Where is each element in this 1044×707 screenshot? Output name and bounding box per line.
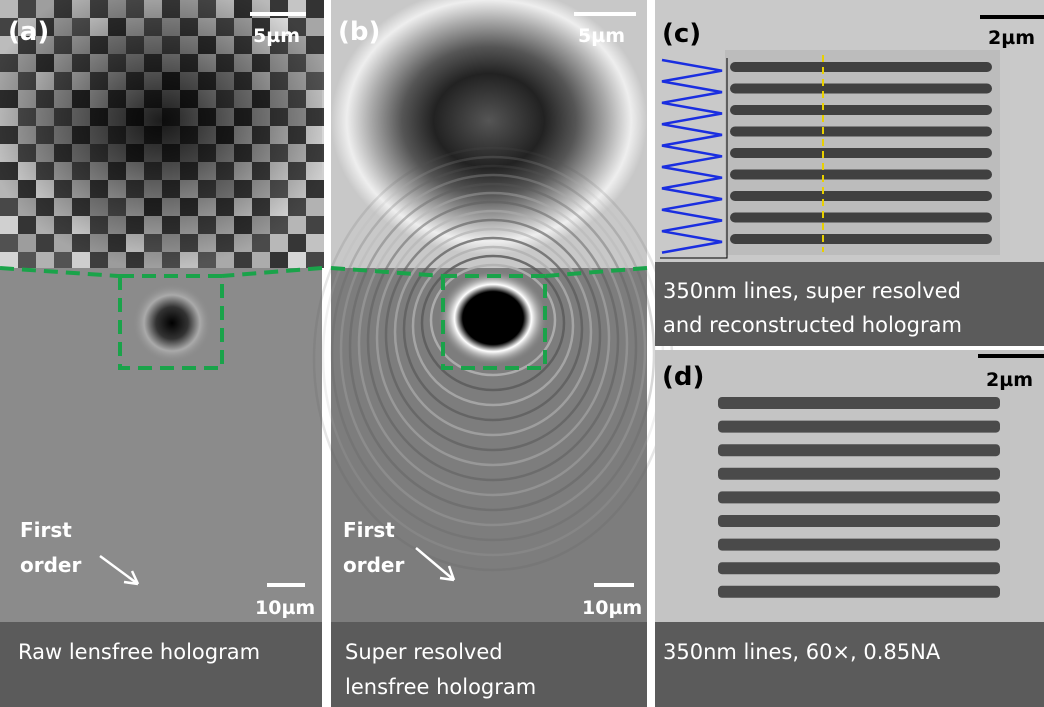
stripe [718,467,1000,480]
panel-label: (c) [662,19,701,49]
stripe [718,397,1000,409]
caption-box [331,622,647,707]
fringe [402,236,584,422]
fringe [411,245,575,407]
fringe [393,227,593,437]
stripe [730,234,992,244]
annotation: order [343,553,404,577]
fringe [330,164,656,542]
fringe [339,173,647,527]
stripe [730,62,992,72]
scale-label: 10µm [255,597,315,619]
fringe [429,263,557,377]
stripe [718,585,1000,598]
fringe [366,200,620,482]
stripe [730,148,992,158]
profile-curve [661,58,723,254]
scale-label: 2µm [988,27,1035,49]
scale-label: 10µm [582,597,642,619]
spot [438,270,548,366]
fringe [357,191,629,497]
caption: lensfree hologram [345,675,536,699]
panel-label: (d) [662,362,704,392]
fringe [348,182,638,512]
caption: 350nm lines, super resolved [663,279,961,303]
fringe [384,218,602,452]
profile-axes [660,58,728,259]
annotation: First [20,518,72,542]
stripe [718,515,1000,527]
shade [0,0,322,268]
fringe [375,209,611,467]
caption: Raw lensfree hologram [18,640,260,664]
stripe [718,420,1000,433]
annotation: order [20,553,81,577]
fringe [420,254,566,392]
caption-box [655,622,1044,707]
stripe [730,191,992,201]
stripe [730,83,992,94]
microscope-image [655,350,1044,622]
arrow [99,547,456,586]
zoom-image [331,0,647,268]
stripes [718,397,1000,598]
scale-label: 5µm [253,25,300,47]
panel-label: (b) [338,17,380,47]
stripe [730,105,992,115]
scale-bars [250,12,1044,587]
annotation: First [343,518,395,542]
scale-label: 5µm [578,25,625,47]
fringes [312,146,674,572]
stripe [730,169,992,180]
caption: 350nm lines, 60×, 0.85NA [663,640,941,664]
caption: Super resolved [345,640,503,664]
stripe [730,126,992,137]
caption-box [0,622,322,707]
stripe [730,212,992,223]
caption-box [655,262,1044,346]
stripe [718,491,1000,504]
zoom-indicator [0,266,648,370]
stripe [718,562,1000,575]
stripe [718,538,1000,551]
stripes [730,62,992,244]
stripe [718,444,1000,457]
panel-label: (a) [8,17,49,47]
spot [132,283,212,363]
scale-label: 2µm [986,369,1033,391]
caption: and reconstructed hologram [663,313,962,337]
